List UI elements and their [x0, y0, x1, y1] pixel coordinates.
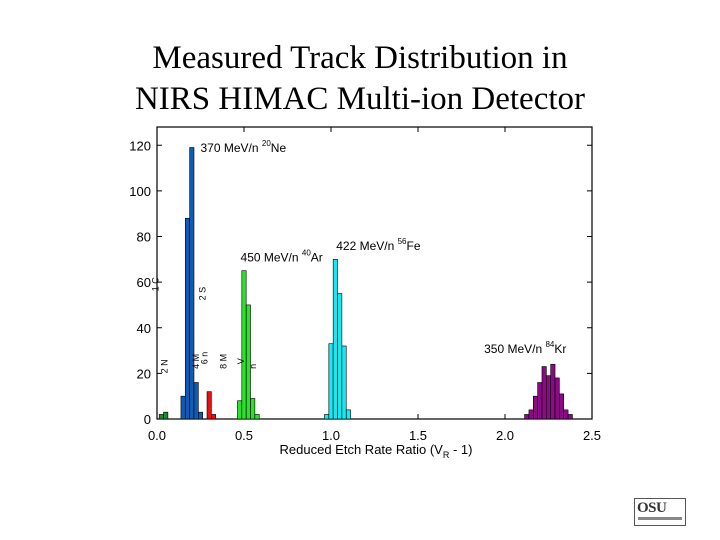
- logo-underline: [638, 517, 682, 520]
- histogram-bar: [550, 363, 556, 420]
- histogram-bar: [341, 345, 347, 420]
- histogram-bar: [206, 391, 212, 420]
- histogram-bar: [337, 293, 343, 420]
- osu-logo: OSU: [634, 498, 686, 526]
- vertical-label: V: [236, 358, 246, 364]
- histogram-bar: [528, 409, 534, 420]
- vertical-label: 6 n: [199, 352, 209, 365]
- histogram-bar: [554, 377, 560, 420]
- y-tick-label: 0: [144, 412, 151, 427]
- histogram-bar: [559, 393, 565, 420]
- histogram-bar: [193, 382, 199, 420]
- x-tick-label: 1.5: [409, 428, 427, 443]
- vertical-label: 4 M: [191, 354, 201, 369]
- x-tick-label: 2.0: [496, 428, 514, 443]
- axis-ticks: 0.0 0.5 1.0 1.5 2.0 2.5 0 20 40 60 80 100 120: [129, 127, 601, 443]
- vertical-label: 8 M: [219, 354, 229, 369]
- histogram-bar: [532, 395, 538, 420]
- plot-frame: [156, 126, 593, 420]
- slide-title-line1: Measured Track Distribution in: [152, 40, 568, 76]
- histogram-bar: [198, 411, 203, 420]
- histogram-bar: [345, 409, 351, 420]
- histogram-bar: [567, 414, 573, 420]
- histogram-bar: [563, 409, 569, 420]
- x-tick-label: 0.0: [148, 428, 166, 443]
- vertical-label: n: [248, 364, 258, 369]
- peak-annotations: 370 MeV/n 20Ne 450 MeV/n 40Ar 422 MeV/n 56…: [201, 139, 567, 356]
- slide-title-line2: NIRS HIMAC Multi-ion Detector: [134, 81, 586, 117]
- y-tick-label: 120: [129, 138, 151, 153]
- histogram-bar: [241, 270, 247, 420]
- x-tick-label: 0.5: [235, 428, 253, 443]
- peak-annotation: 422 MeV/n 56Fe: [336, 237, 421, 253]
- vertical-label: 2 S: [198, 287, 208, 301]
- x-axis-label: Reduced Etch Rate Ratio (VR - 1): [280, 442, 473, 460]
- slide-title: Measured Track Distribution in NIRS HIMA…: [0, 38, 720, 120]
- vertical-label: 2 N: [159, 359, 169, 373]
- histogram-bar: [328, 343, 334, 420]
- peak-annotation: 350 MeV/n 84Kr: [484, 340, 566, 356]
- histogram-bar: [324, 414, 330, 420]
- histogram-bars: [158, 147, 573, 420]
- histogram-bar: [163, 411, 169, 420]
- peak-annotation: 370 MeV/n 20Ne: [201, 139, 287, 155]
- y-tick-label: 40: [137, 321, 151, 336]
- y-tick-label: 80: [137, 230, 151, 245]
- histogram-bar: [250, 398, 256, 420]
- y-tick-label: 20: [137, 366, 151, 381]
- x-tick-label: 2.5: [583, 428, 601, 443]
- logo-text: OSU: [637, 500, 667, 516]
- histogram-bar: [184, 217, 190, 420]
- y-tick-label: 60: [137, 275, 151, 290]
- y-tick-label: 100: [129, 184, 151, 199]
- histogram-bar: [541, 366, 547, 420]
- histogram-bar: [254, 414, 260, 420]
- histogram-bar: [537, 382, 543, 420]
- histogram-bar: [546, 375, 551, 420]
- histogram-bar: [237, 400, 243, 420]
- x-tick-label: 1.0: [322, 428, 340, 443]
- histogram-bar: [524, 414, 530, 420]
- peak-annotation: 450 MeV/n 40Ar: [241, 249, 323, 265]
- histogram-bar: [245, 304, 251, 420]
- vertical-label: 1 C: [151, 277, 161, 292]
- histogram-bar: [189, 147, 195, 420]
- histogram-bar: [332, 259, 338, 420]
- histogram-bar: [211, 414, 217, 420]
- vertical-labels: 1 C 2 S 2 N 4 M6 n 8 M Vn: [151, 277, 258, 374]
- histogram-bar: [180, 395, 186, 420]
- histogram-bar: [158, 414, 164, 420]
